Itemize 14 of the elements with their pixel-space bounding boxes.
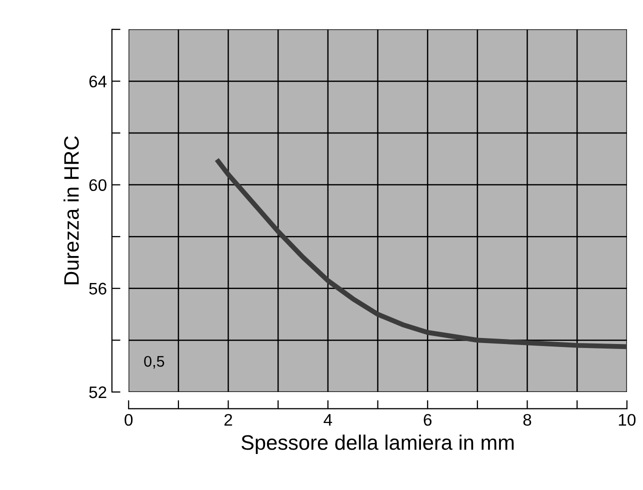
annotation: 0,5	[144, 356, 164, 369]
y-tick-label: 56	[89, 282, 106, 295]
x-tick-label: 2	[224, 414, 232, 426]
x-tick-label: 4	[324, 414, 332, 426]
line-series	[216, 159, 627, 350]
x-axis-title: Spessore della lamiera in mm	[242, 434, 514, 454]
y-tick-label: 64	[89, 76, 107, 88]
y-axis-title: Durezza in HRC	[64, 136, 79, 284]
x-tick-label: 8	[523, 414, 532, 426]
x-tick-label: 10	[618, 414, 636, 426]
x-tick-label: 6	[424, 414, 432, 426]
y-tick-label: 52	[89, 386, 106, 398]
y-tick-label: 60	[89, 179, 106, 192]
x-tick-label: 0	[124, 414, 133, 426]
